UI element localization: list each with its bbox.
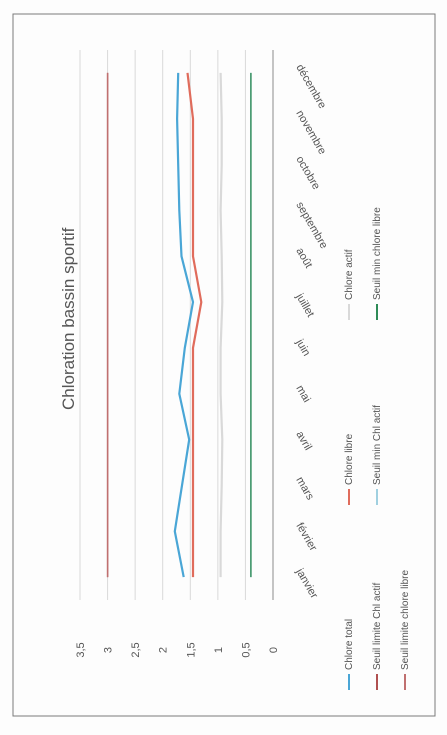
category-label: janvier [293,566,320,601]
y-tick-label: 1 [213,647,225,653]
y-tick-label: 2,5 [130,642,142,657]
legend-label: Chlore total [344,619,355,670]
category-label: septembre [293,200,329,251]
legend-label: Chlore libre [344,433,355,485]
category-label: juillet [293,291,316,320]
legend-item: Chlore libre [344,433,355,505]
series-layer [108,73,251,577]
y-tick-label: 0 [268,647,280,653]
legend-item: Seuil limite Chl actif [372,583,383,690]
category-label: août [293,246,314,271]
legend-label: Seuil min Chl actif [372,405,383,485]
category-label: octobre [293,154,322,192]
category-label: mars [293,475,316,503]
legend: Chlore total Chlore libre Chlore actif Seui… [344,207,411,690]
y-tick-labels: 0 0,5 1 1,5 2 2,5 3 3,5 [75,642,280,657]
legend-item: Seuil min Chl actif [372,405,383,505]
category-label: avril [293,429,313,452]
chart-title: Chloration bassin sportif [59,227,78,410]
legend-item: Chlore total [344,619,355,690]
legend-label: Seuil limite chlore libre [400,570,411,670]
y-tick-label: 2 [158,647,170,653]
y-tick-label: 0,5 [240,642,252,657]
category-label: décembre [293,62,328,110]
legend-item: Seuil limite chlore libre [400,570,411,690]
legend-label: Seuil min chlore libre [372,207,383,300]
category-label: mai [293,383,312,404]
legend-item: Chlore actif [344,249,355,320]
y-tick-label: 3 [103,647,115,653]
legend-label: Chlore actif [344,249,355,300]
category-labels: janvier février mars avril mai juin juillet aoû… [293,62,330,601]
category-label: février [293,521,319,554]
category-label: juin [293,337,312,359]
y-tick-label: 3,5 [75,642,87,657]
category-label: novembre [293,108,328,156]
legend-item: Seuil min chlore libre [372,207,383,320]
legend-label: Seuil limite Chl actif [372,583,383,670]
series-line [221,73,223,577]
y-tick-label: 1,5 [185,642,197,657]
